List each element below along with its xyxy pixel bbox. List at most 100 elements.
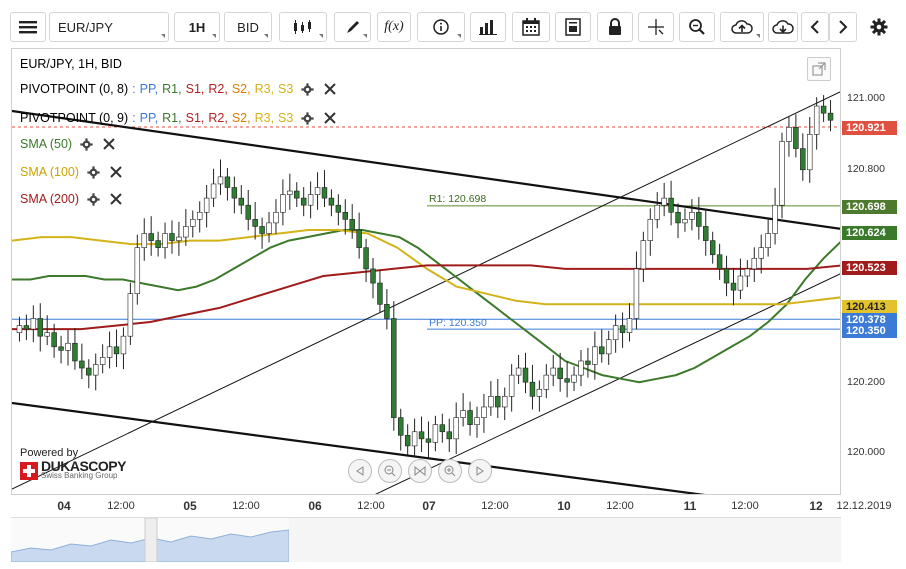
x-tick-label: 06: [308, 499, 322, 513]
indicators-button[interactable]: f(x): [377, 12, 411, 42]
report-button[interactable]: [555, 12, 591, 42]
candle-body: [605, 339, 612, 355]
legend-pivot1-name: PIVOTPOINT (0, 8): [20, 82, 129, 96]
candle-body: [682, 219, 688, 224]
upload-button[interactable]: [720, 12, 764, 42]
candle-body: [224, 176, 231, 188]
candle-body: [342, 211, 349, 220]
candle-body: [335, 204, 342, 213]
gear-icon[interactable]: [301, 111, 314, 125]
candle-body: [92, 364, 99, 376]
candle-body: [474, 417, 480, 425]
period-select[interactable]: 1H: [174, 12, 220, 42]
y-tick-label: 120.800: [847, 163, 885, 175]
zoom-button[interactable]: [679, 12, 715, 42]
legend-sma100: SMA (100): [20, 165, 122, 179]
candle-body: [578, 360, 584, 376]
candle-body: [86, 367, 92, 376]
navigator-handle[interactable]: [144, 517, 158, 563]
candle-body: [460, 410, 466, 418]
draw-button[interactable]: [334, 12, 371, 42]
swiss-cross-icon: [20, 462, 38, 480]
candle-body: [238, 197, 245, 206]
candle-body: [467, 410, 473, 425]
side-select[interactable]: BID: [224, 12, 272, 42]
candle-body: [287, 190, 293, 195]
candle-body: [356, 229, 362, 248]
candle-body: [793, 127, 799, 149]
chart-title-text: EUR/JPY, 1H, BID: [20, 57, 122, 71]
chart-area[interactable]: R1: 120.698 PP: 120.350 EUR/JPY, 1H, BID …: [11, 48, 841, 495]
price-axis[interactable]: 121.000 120.800 120.200 120.000 120.921 …: [841, 48, 906, 495]
zoom-out-button[interactable]: [378, 459, 402, 483]
pp-price-tag: 120.350: [842, 324, 897, 338]
gear-icon[interactable]: [301, 82, 314, 96]
download-button[interactable]: [768, 12, 798, 42]
candle-body: [44, 332, 50, 337]
gear-icon[interactable]: [87, 165, 100, 179]
candle-body: [820, 105, 827, 114]
candle-body: [744, 268, 751, 277]
trendline-rising-lower: [375, 273, 840, 494]
scroll-right-button[interactable]: [829, 12, 857, 42]
candle-body: [398, 417, 404, 436]
candle-body: [300, 197, 307, 206]
gear-icon[interactable]: [80, 137, 93, 151]
x-tick-label: 07: [422, 499, 436, 513]
menu-button[interactable]: [10, 12, 46, 42]
calendar-icon: [522, 18, 540, 36]
close-icon[interactable]: [324, 112, 337, 124]
instrument-select[interactable]: EUR/JPY: [49, 12, 169, 42]
candle-body: [377, 282, 383, 305]
last-price-tag: 120.921: [842, 121, 897, 135]
dropdown-arrow-icon: [212, 34, 216, 38]
gear-icon[interactable]: [87, 192, 100, 206]
navigator[interactable]: [10, 517, 841, 563]
sma-line-200: [12, 264, 840, 331]
price-chart[interactable]: R1: 120.698 PP: 120.350: [12, 49, 841, 495]
pan-right-button[interactable]: [468, 459, 492, 483]
candle-body: [813, 105, 820, 135]
candle-body: [800, 148, 806, 171]
lock-button[interactable]: [597, 12, 633, 42]
dropdown-arrow-icon: [756, 34, 760, 38]
dropdown-arrow-icon: [363, 34, 367, 38]
candle-body: [58, 346, 64, 351]
x-tick-label: 12:00: [481, 500, 509, 512]
dropdown-arrow-icon: [264, 34, 268, 38]
crosshair-button[interactable]: [638, 12, 674, 42]
hamburger-icon: [19, 21, 37, 34]
close-icon[interactable]: [103, 138, 115, 150]
candle-body: [79, 360, 85, 369]
chart-type-button[interactable]: [279, 12, 327, 42]
expand-button[interactable]: [807, 57, 831, 81]
close-icon[interactable]: [110, 166, 122, 178]
toolbar: EUR/JPY 1H BID f(x): [0, 0, 906, 44]
triangle-right-icon: [476, 466, 484, 476]
navigator-chart: [10, 517, 841, 563]
candle-body: [446, 431, 452, 440]
candle-body: [779, 141, 785, 206]
x-tick-label: 12.12.2019: [836, 500, 892, 512]
time-axis[interactable]: 04 12:00 05 12:00 06 12:00 07 12:00 10 1…: [11, 495, 891, 517]
settings-button[interactable]: [864, 12, 894, 42]
close-icon[interactable]: [324, 83, 337, 95]
x-tick-label: 12: [809, 499, 823, 513]
r1-annotation: R1: 120.698: [429, 193, 486, 205]
scroll-left-button[interactable]: [801, 12, 829, 42]
candle-body: [522, 367, 529, 383]
candle-body: [314, 187, 321, 195]
pp-annotation: PP: 120.350: [429, 317, 487, 329]
fit-button[interactable]: [408, 459, 432, 483]
pan-left-button[interactable]: [348, 459, 372, 483]
legend-pivot1-s3: S3: [278, 82, 294, 96]
info-button[interactable]: [417, 12, 465, 42]
zoom-in-button[interactable]: [438, 459, 462, 483]
instrument-label: EUR/JPY: [58, 19, 113, 35]
volume-button[interactable]: [470, 12, 506, 42]
calendar-button[interactable]: [512, 12, 550, 42]
expand-icon: [812, 62, 826, 76]
close-icon[interactable]: [110, 193, 122, 205]
candle-body: [72, 342, 78, 362]
candle-body: [307, 194, 314, 206]
